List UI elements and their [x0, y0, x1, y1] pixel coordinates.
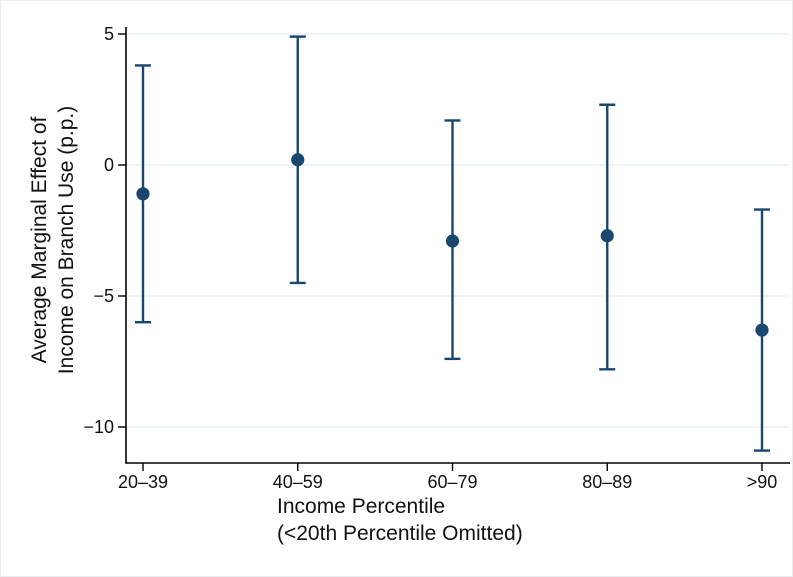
x-tick-label: 80–89	[582, 472, 632, 492]
x-tick-label: 40–59	[273, 472, 323, 492]
x-axis-title-line1: Income Percentile	[277, 495, 446, 518]
y-tick-label: 5	[104, 24, 114, 44]
x-tick-label: 60–79	[427, 472, 477, 492]
y-axis-title: Average Marginal Effect of Income on Bra…	[26, 106, 80, 374]
x-tick-label: >90	[747, 472, 778, 492]
data-point	[445, 234, 460, 248]
data-point	[136, 187, 150, 201]
data-point	[291, 153, 305, 167]
data-point	[755, 323, 769, 337]
y-tick-label: −10	[83, 417, 114, 437]
data-point	[600, 229, 614, 243]
x-tick-label: 20–39	[118, 472, 168, 492]
y-tick-label: 0	[104, 155, 114, 175]
x-axis-title: Income Percentile (<20th Percentile Omit…	[277, 493, 523, 547]
y-tick-label: −5	[93, 286, 114, 306]
y-axis-title-line1: Average Marginal Effect of	[28, 116, 51, 364]
y-axis-title-line2: Income on Branch Use (p.p.)	[55, 105, 78, 375]
x-axis-title-line2: (<20th Percentile Omitted)	[277, 522, 523, 545]
